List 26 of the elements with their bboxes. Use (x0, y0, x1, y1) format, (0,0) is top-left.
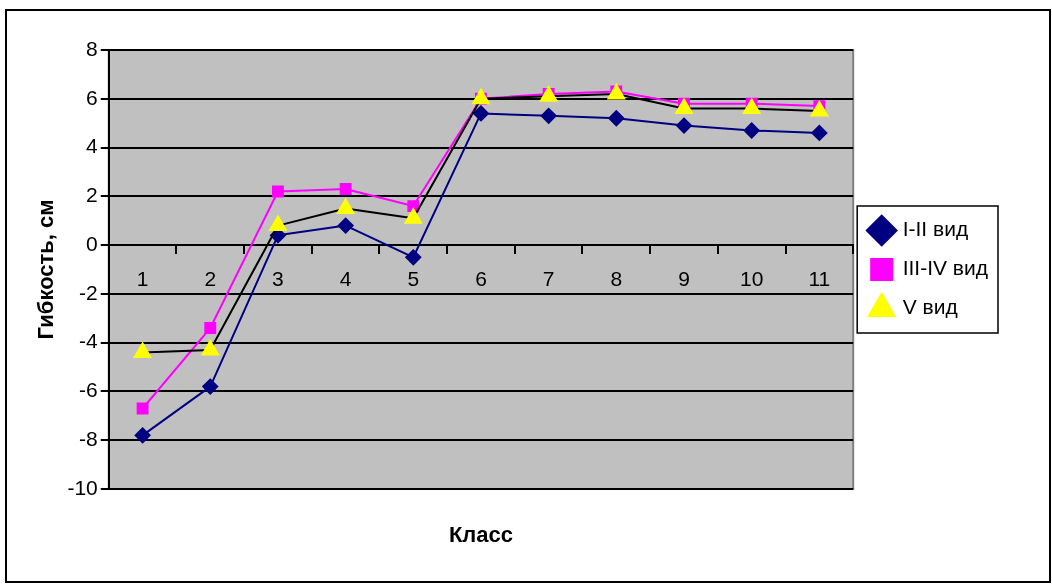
y-tick-label: 2 (86, 183, 98, 207)
legend-label: III-IV вид (902, 256, 988, 280)
x-tick-label: 10 (739, 266, 764, 290)
x-tick-label: 4 (339, 266, 352, 290)
y-tick-label: 0 (86, 231, 98, 255)
y-tick-label: 4 (86, 134, 99, 158)
y-tick-label: -4 (79, 329, 99, 353)
x-tick-label: 6 (475, 266, 487, 290)
y-tick-label: -2 (79, 280, 98, 304)
x-tick-label: 7 (542, 266, 555, 290)
y-tick-label: 6 (86, 85, 98, 109)
y-tick-label: 8 (86, 36, 98, 60)
x-tick-label: 3 (272, 266, 284, 290)
x-axis-title: Класс (448, 522, 514, 548)
y-tick-label: -8 (79, 427, 98, 451)
x-tick-label: 9 (678, 266, 690, 290)
legend-label: V вид (902, 295, 958, 319)
y-tick-label: -6 (79, 378, 98, 402)
legend-label: I-II вид (902, 217, 969, 241)
y-axis-title: Гибкость, см (33, 199, 59, 340)
x-tick-label: 2 (204, 266, 217, 290)
y-tick-label: -10 (67, 475, 98, 499)
x-tick-label: 1 (136, 266, 149, 290)
x-tick-label: 11 (808, 266, 831, 290)
x-tick-label: 5 (407, 266, 420, 290)
x-tick-label: 8 (610, 266, 623, 290)
